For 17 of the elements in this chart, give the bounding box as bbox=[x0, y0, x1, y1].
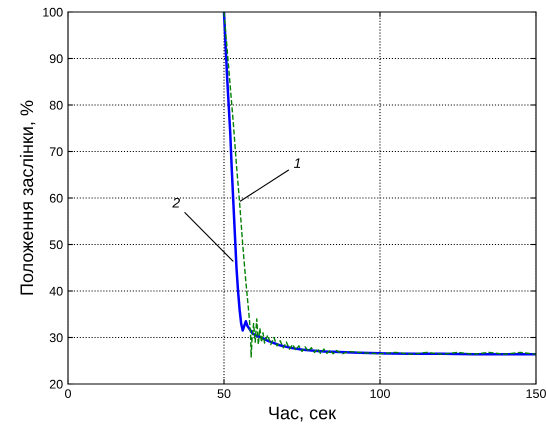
x-tick-label: 150 bbox=[526, 389, 546, 398]
y-tick-label: 70 bbox=[50, 147, 63, 156]
y-tick-label: 80 bbox=[50, 100, 63, 110]
x-tick-label: 50 bbox=[218, 389, 230, 398]
y-tick-label: 90 bbox=[50, 54, 63, 64]
x-tick-label: 100 bbox=[370, 389, 390, 398]
y-tick-label: 100 bbox=[43, 8, 63, 17]
y-tick-label: 40 bbox=[50, 286, 63, 296]
x-tick-label: 0 bbox=[65, 389, 71, 398]
annotation: 2 bbox=[172, 198, 180, 208]
annotation: 1 bbox=[294, 158, 300, 168]
y-tick-label: 50 bbox=[50, 240, 63, 250]
y-tick-label: 20 bbox=[50, 380, 63, 389]
y-tick-label: 60 bbox=[50, 194, 63, 203]
x-axis-title: Час, сек bbox=[269, 406, 336, 422]
y-axis-title: Положення заслінки, % bbox=[20, 100, 36, 295]
y-tick-label: 30 bbox=[50, 333, 63, 342]
